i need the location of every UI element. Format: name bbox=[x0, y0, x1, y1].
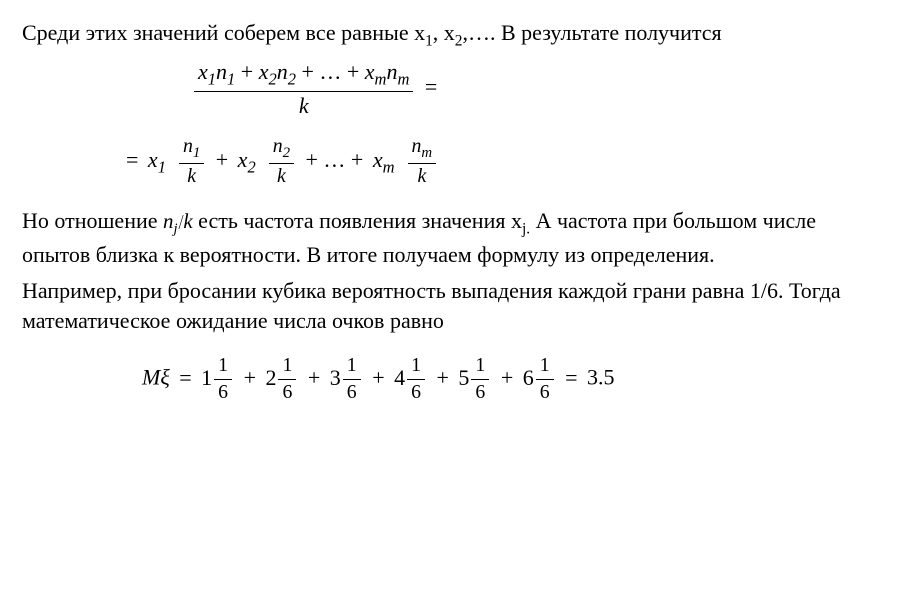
eq3-result-equals: = bbox=[556, 365, 587, 390]
equation-1: x1n1 + x2n2 + … + xmnm k = bbox=[192, 60, 878, 118]
eq1-trailing-equals: = bbox=[421, 74, 441, 99]
p2-text-b: есть частота появления значения x bbox=[193, 208, 522, 233]
eq3-plus: + bbox=[298, 365, 329, 390]
eq3-plus: + bbox=[234, 365, 265, 390]
eq2-frac-2: n2 k bbox=[269, 136, 294, 188]
eq1-fraction: x1n1 + x2n2 + … + xmnm k bbox=[194, 60, 413, 118]
eq2-frac-m: nm k bbox=[408, 136, 437, 188]
p3-text: Например, при бросании кубика вероятност… bbox=[22, 278, 841, 333]
eq3-result: 3.5 bbox=[587, 365, 615, 390]
eq3-plus: + bbox=[427, 365, 458, 390]
eq3-frac: 16 bbox=[343, 355, 361, 404]
ratio-nj-over-k: nj / k bbox=[163, 209, 193, 233]
eq3-frac: 16 bbox=[214, 355, 232, 404]
eq3-xi: ξ bbox=[160, 365, 169, 390]
p2-sub: j. bbox=[522, 220, 530, 237]
eq3-plus: + bbox=[363, 365, 394, 390]
eq1-numerator: x1n1 + x2n2 + … + xmnm bbox=[194, 60, 413, 92]
eq3-M: M bbox=[142, 365, 160, 390]
eq3-terms: 116 + 216 + 316 + 416 + 516 + 616 bbox=[201, 365, 555, 390]
p1-sub1: 1 bbox=[425, 32, 433, 49]
p1-text-b: , x bbox=[433, 20, 455, 45]
paragraph-ratio: Но отношение nj / k есть частота появлен… bbox=[22, 206, 878, 270]
eq3-equals: = bbox=[170, 365, 201, 390]
eq1-denominator: k bbox=[194, 92, 413, 118]
p2-text-a: Но отношение bbox=[22, 208, 163, 233]
p1-text-c: ,…. В результате получится bbox=[463, 20, 722, 45]
paragraph-example: Например, при бросании кубика вероятност… bbox=[22, 276, 878, 335]
eq3-frac: 16 bbox=[471, 355, 489, 404]
eq3-coef: 3 bbox=[330, 365, 341, 390]
eq2-frac-1: n1 k bbox=[179, 136, 204, 188]
eq3-coef: 6 bbox=[523, 365, 534, 390]
eq2-leading-equals: = bbox=[122, 147, 148, 172]
equation-2: = x1 n1 k + x2 n2 k + … + xm nm k bbox=[122, 136, 878, 188]
eq3-coef: 2 bbox=[265, 365, 276, 390]
eq3-coef: 4 bbox=[394, 365, 405, 390]
paragraph-intro: Среди этих значений соберем все равные x… bbox=[22, 18, 878, 52]
p1-sub2: 2 bbox=[455, 32, 463, 49]
eq3-frac: 16 bbox=[536, 355, 554, 404]
eq3-frac: 16 bbox=[278, 355, 296, 404]
page: Среди этих значений соберем все равные x… bbox=[0, 0, 900, 438]
eq3-frac: 16 bbox=[407, 355, 425, 404]
eq3-plus: + bbox=[491, 365, 522, 390]
p1-text-a: Среди этих значений соберем все равные x bbox=[22, 20, 425, 45]
eq3-coef: 1 bbox=[201, 365, 212, 390]
eq3-coef: 5 bbox=[458, 365, 469, 390]
equation-3: Mξ = 116 + 216 + 316 + 416 + 516 + 616 =… bbox=[142, 355, 878, 404]
